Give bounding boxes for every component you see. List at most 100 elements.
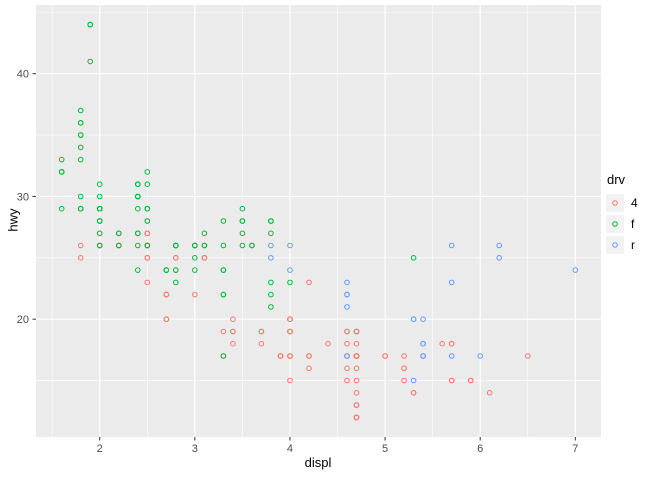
data-point xyxy=(96,193,103,200)
data-point xyxy=(353,353,360,359)
data-point xyxy=(239,205,246,212)
data-point xyxy=(287,279,293,286)
data-point xyxy=(268,230,274,237)
data-point xyxy=(572,267,579,273)
data-point xyxy=(258,328,265,335)
legend-title: drv xyxy=(607,172,626,187)
data-point xyxy=(496,242,503,249)
data-point xyxy=(353,414,360,421)
data-point xyxy=(344,377,350,384)
series-r xyxy=(268,242,579,384)
data-point xyxy=(382,353,388,359)
legend-item-f: f xyxy=(606,215,638,233)
data-point xyxy=(239,230,246,237)
data-point xyxy=(344,304,350,310)
data-point xyxy=(220,291,227,298)
data-point xyxy=(410,316,417,323)
data-point xyxy=(135,230,141,237)
data-point xyxy=(77,144,84,151)
data-point xyxy=(173,279,179,286)
data-point xyxy=(230,316,236,323)
data-point xyxy=(410,390,417,396)
data-point xyxy=(220,353,227,359)
data-point xyxy=(401,353,407,359)
series-f xyxy=(58,21,417,359)
data-point xyxy=(192,254,198,261)
data-point xyxy=(448,353,455,359)
y-tick-label: 40 xyxy=(17,69,29,81)
data-point xyxy=(144,242,151,249)
data-point xyxy=(401,377,407,384)
data-point xyxy=(353,328,360,335)
data-point xyxy=(448,279,455,286)
data-point xyxy=(344,365,350,372)
legend-label: 4 xyxy=(631,196,638,210)
data-point xyxy=(135,205,141,212)
data-point xyxy=(306,279,312,286)
y-tick-label: 20 xyxy=(17,314,29,326)
y-axis-title: hwy xyxy=(5,208,21,232)
data-point xyxy=(401,365,407,372)
data-point xyxy=(268,304,274,310)
data-point xyxy=(287,267,293,273)
data-point xyxy=(448,242,455,249)
data-point xyxy=(448,377,455,384)
data-point xyxy=(439,340,446,347)
data-point xyxy=(96,230,103,237)
data-point xyxy=(268,242,274,249)
data-point xyxy=(163,291,170,298)
data-point xyxy=(135,193,141,200)
data-point xyxy=(268,218,274,224)
data-point xyxy=(287,353,293,359)
x-axis-title: displ xyxy=(304,455,332,470)
data-point xyxy=(268,254,274,261)
data-point xyxy=(77,242,84,249)
data-point xyxy=(287,377,293,384)
data-point xyxy=(344,328,350,335)
data-point xyxy=(287,316,293,323)
data-point xyxy=(135,242,141,249)
data-point xyxy=(467,377,474,384)
data-point xyxy=(96,181,103,187)
panel-background xyxy=(36,5,601,437)
data-point xyxy=(77,193,84,200)
data-point xyxy=(77,254,84,261)
data-point xyxy=(448,340,455,347)
data-point xyxy=(116,230,122,237)
data-point xyxy=(287,328,293,335)
data-point xyxy=(144,181,151,187)
data-point xyxy=(306,353,312,359)
data-point xyxy=(230,340,236,347)
data-point xyxy=(287,242,293,249)
data-point xyxy=(116,242,122,249)
legend-label: r xyxy=(631,238,635,252)
data-point xyxy=(144,218,151,224)
data-point xyxy=(268,279,274,286)
data-point xyxy=(96,218,103,224)
legend-item-4: 4 xyxy=(606,194,638,212)
data-point xyxy=(258,340,265,347)
data-point xyxy=(163,316,170,323)
data-point xyxy=(239,242,246,249)
data-point xyxy=(144,169,151,175)
data-point xyxy=(220,218,227,224)
data-point xyxy=(344,353,350,359)
data-point xyxy=(173,242,179,249)
data-point xyxy=(353,377,360,384)
x-tick-label: 2 xyxy=(97,443,103,455)
data-point xyxy=(77,120,84,126)
data-point xyxy=(496,254,503,261)
data-point xyxy=(144,279,151,286)
data-point xyxy=(277,353,284,359)
data-point xyxy=(420,340,426,347)
data-point xyxy=(77,156,84,163)
data-point xyxy=(220,242,227,249)
data-point xyxy=(201,230,208,237)
data-point xyxy=(353,365,360,372)
data-point xyxy=(144,205,151,212)
data-point xyxy=(58,169,65,175)
data-point xyxy=(420,353,426,359)
data-point xyxy=(77,107,84,114)
